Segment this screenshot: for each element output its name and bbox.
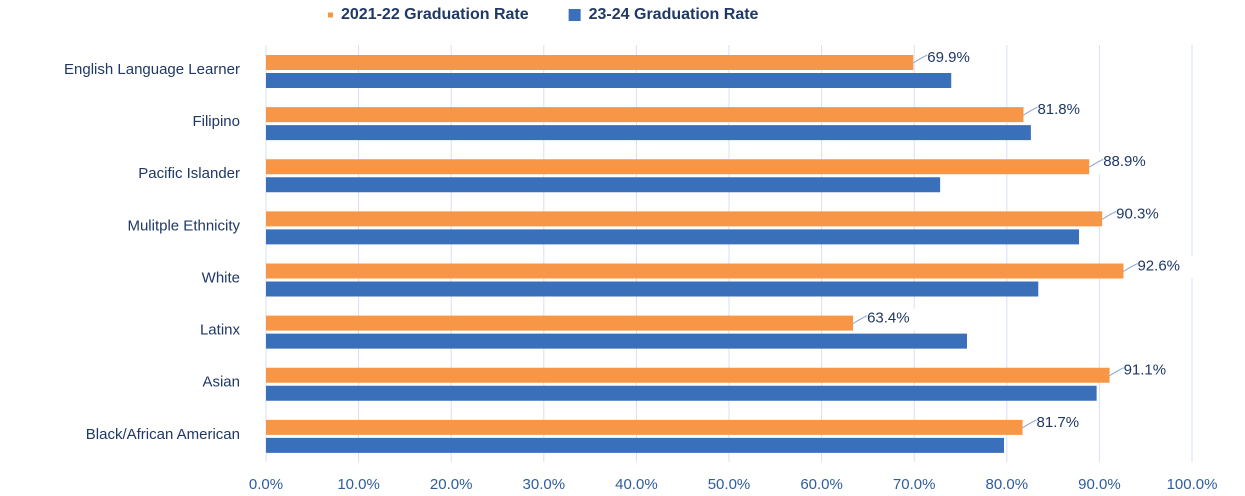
label-box [1097,152,1160,175]
x-tick-label: 40.0% [615,476,658,493]
bar [266,385,1097,401]
x-tick-label: 10.0% [337,476,380,493]
category-label: Filipino [192,113,240,130]
label-box [1117,360,1180,383]
leader [1123,263,1138,272]
x-tick-label: 80.0% [986,476,1029,493]
bar [266,125,1031,141]
bar [266,159,1090,175]
category-label: Black/African American [86,426,240,443]
bar [266,55,914,70]
label-box [1110,204,1173,227]
value-label: 90.3% [1116,205,1159,222]
value-label: 91.1% [1124,362,1167,379]
leader [1109,367,1124,377]
x-tick-label: 90.0% [1078,476,1121,493]
category-label: Mulitple Ethnicity [127,217,240,234]
bar [266,437,1005,453]
leader [1101,210,1117,220]
leader [912,54,928,64]
category-label: Pacific Islander [138,165,240,182]
value-label: 88.9% [1103,153,1146,170]
value-label: 92.6% [1137,257,1180,274]
label-box [861,308,924,331]
value-label: 63.4% [867,310,910,327]
value-label: 81.7% [1037,414,1080,431]
bar [266,333,967,349]
category-label: English Language Learner [64,61,240,78]
bar [266,315,854,331]
label-box [1131,256,1194,279]
x-tick-label: 30.0% [523,476,566,493]
value-label: 69.9% [927,49,970,66]
legend-swatch [568,9,581,21]
leader [1088,158,1104,168]
legend-label: 2021-22 Graduation Rate [341,6,529,23]
value-label: 81.8% [1037,101,1080,118]
bar [266,263,1124,279]
label-box [1031,100,1094,123]
x-tick-label: 70.0% [893,476,936,493]
x-tick-label: 100.0% [1167,476,1218,493]
legend-label: 23-24 Graduation Rate [589,6,759,23]
bar [266,367,1110,383]
category-label: Latinx [200,322,241,339]
bar [266,281,1039,297]
label-box [921,48,984,70]
bar [266,229,1080,245]
x-tick-label: 60.0% [800,476,843,493]
bar [266,211,1103,227]
label-box [1030,412,1093,435]
leader [1022,419,1037,429]
bar [266,419,1023,435]
bar [266,107,1024,123]
x-tick-label: 50.0% [708,476,751,493]
legend-swatch [328,12,333,18]
leader [1023,106,1038,116]
x-tick-label: 20.0% [430,476,473,493]
bar [266,73,952,88]
leader [852,315,868,325]
x-tick-label: 0.0% [249,476,283,493]
bar [266,177,941,193]
category-label: White [202,269,240,286]
category-label: Asian [202,374,240,391]
